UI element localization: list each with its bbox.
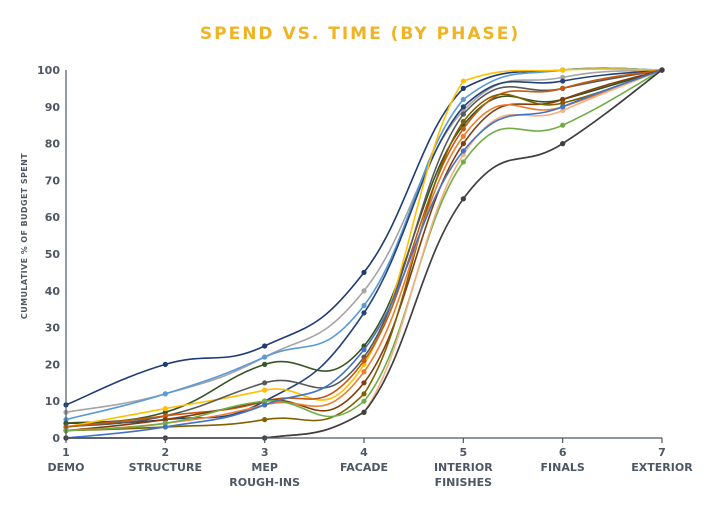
x-tick-label: 2 STRUCTURE [129, 446, 202, 474]
data-point [361, 269, 367, 275]
x-tick-label: 5 INTERIOR FINISHES [434, 446, 493, 489]
y-tick-label: 50 [45, 248, 61, 261]
series-line [65, 67, 663, 406]
data-point [262, 380, 268, 386]
data-point [460, 196, 466, 202]
y-tick-label: 80 [45, 138, 61, 151]
data-point [361, 409, 367, 415]
data-point [460, 111, 466, 117]
data-point [460, 133, 466, 139]
data-point [460, 118, 466, 125]
data-point [162, 417, 168, 423]
data-point [162, 391, 168, 397]
series-line [65, 68, 663, 428]
data-point [560, 107, 566, 114]
data-point [262, 387, 268, 393]
y-tick-label: 30 [45, 322, 61, 335]
data-point [162, 361, 168, 367]
data-point [162, 413, 168, 419]
y-tick-label: 0 [52, 432, 60, 445]
series-line [65, 69, 663, 432]
data-point [560, 122, 566, 128]
series-6 [63, 67, 665, 430]
data-point [560, 141, 566, 147]
data-point [460, 85, 466, 91]
data-point [560, 96, 566, 103]
data-point [361, 310, 367, 316]
data-point [162, 420, 168, 426]
y-tick-label: 10 [45, 395, 61, 408]
series-11 [63, 67, 665, 434]
series-line [65, 69, 663, 432]
y-tick-label: 20 [45, 358, 61, 371]
data-point [262, 417, 268, 423]
data-point [560, 85, 566, 91]
x-tick-label: 3 MEP ROUGH-INS [229, 446, 300, 489]
data-point [460, 126, 466, 132]
data-point [262, 343, 268, 349]
y-tick-label: 60 [45, 211, 61, 224]
data-point [460, 104, 466, 110]
x-tick-label: 6 FINALS [541, 446, 585, 474]
series-9 [63, 67, 665, 434]
data-point [361, 347, 367, 353]
data-point [162, 405, 168, 412]
x-tick-label: 4 FACADE [340, 446, 388, 474]
data-point [460, 159, 466, 165]
data-point [560, 78, 566, 84]
series-line [65, 69, 663, 432]
data-point [560, 74, 566, 80]
data-point [460, 141, 466, 147]
data-point [262, 402, 268, 408]
series-line [65, 69, 663, 428]
data-point [460, 78, 466, 84]
data-point [361, 358, 367, 364]
series-layer [63, 67, 665, 441]
data-point [361, 288, 367, 294]
data-point [560, 104, 566, 110]
data-point [262, 398, 268, 404]
data-point [560, 100, 566, 106]
data-point [162, 409, 168, 415]
data-point [560, 67, 566, 73]
y-tick-label: 40 [45, 285, 61, 298]
data-point [460, 148, 466, 154]
data-point [361, 380, 367, 386]
data-point [262, 354, 268, 360]
data-point [361, 391, 367, 397]
y-tick-label: 100 [37, 64, 60, 77]
chart-title: SPEND VS. TIME (BY PHASE) [199, 24, 521, 44]
y-tick-label: 90 [45, 101, 61, 114]
data-point [460, 96, 466, 103]
data-point [162, 424, 168, 430]
axes-layer: 0 10 20 30 40 50 60 70 80 90 100 1 DEMO 2 STRUCTURE 3 ME… [37, 64, 693, 489]
series-8 [63, 67, 665, 434]
series-5 [63, 67, 665, 430]
y-axis-label: CUMULATIVE % OF BUDGET SPENT [20, 153, 29, 319]
y-tick-label: 70 [45, 174, 61, 187]
series-10 [63, 67, 665, 434]
data-point [361, 398, 367, 404]
data-point [361, 369, 367, 375]
data-point [262, 361, 268, 367]
series-line [65, 69, 663, 439]
x-tick-label: 1 DEMO [48, 446, 85, 474]
data-point [361, 302, 367, 309]
series-7 [63, 67, 665, 430]
data-point [659, 67, 665, 73]
x-tick-label: 7 EXTERIOR [631, 446, 693, 474]
series-line [65, 69, 663, 432]
